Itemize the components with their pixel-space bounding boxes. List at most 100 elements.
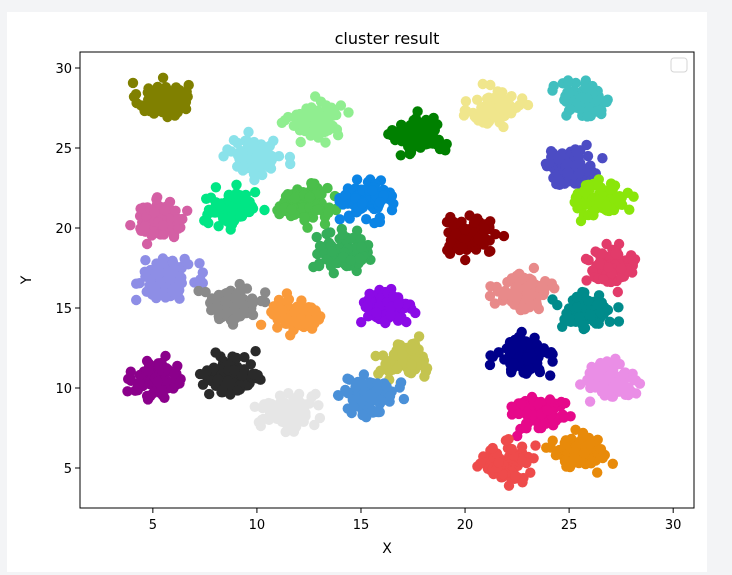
- data-point: [125, 372, 136, 383]
- x-tick-label: 5: [149, 518, 157, 533]
- plot-frame: [79, 51, 695, 509]
- data-point: [237, 308, 249, 319]
- data-point: [441, 138, 452, 150]
- data-point: [493, 347, 504, 358]
- data-point: [485, 245, 496, 257]
- data-point: [280, 426, 291, 438]
- data-point: [385, 301, 396, 313]
- data-point: [128, 91, 140, 103]
- data-point: [472, 94, 483, 106]
- data-point: [199, 215, 210, 226]
- data-point: [562, 166, 574, 177]
- data-point: [591, 299, 603, 310]
- data-point: [200, 286, 211, 298]
- figure: 5 10 15 20 25 30 5 10 15 20 25 30 cluster result X …: [7, 12, 707, 572]
- data-point: [457, 242, 468, 253]
- data-point: [197, 267, 208, 278]
- data-point: [577, 427, 589, 439]
- data-point: [429, 125, 440, 136]
- data-point: [238, 152, 249, 163]
- data-point: [508, 338, 520, 349]
- data-point: [490, 229, 501, 240]
- data-point: [575, 379, 586, 390]
- data-point: [468, 217, 480, 228]
- data-point: [135, 203, 146, 214]
- data-point: [150, 284, 161, 296]
- data-point: [528, 262, 540, 274]
- data-point: [584, 396, 596, 407]
- data-point: [623, 382, 634, 393]
- data-point: [592, 467, 603, 478]
- data-point: [286, 204, 297, 215]
- data-point: [559, 316, 571, 327]
- data-point: [569, 178, 581, 189]
- data-point: [479, 223, 490, 235]
- data-point: [342, 373, 353, 384]
- data-point: [348, 401, 359, 412]
- cluster-30: [472, 434, 541, 491]
- data-point: [154, 259, 166, 271]
- data-point: [499, 290, 510, 301]
- data-point: [598, 381, 609, 392]
- data-point: [630, 388, 642, 399]
- data-point: [255, 319, 267, 330]
- data-point: [364, 288, 375, 299]
- data-point: [545, 146, 557, 157]
- data-point: [125, 220, 136, 231]
- data-point: [152, 376, 163, 387]
- data-point: [518, 272, 530, 283]
- data-point: [309, 305, 320, 316]
- data-point: [385, 129, 397, 141]
- data-point: [445, 211, 456, 223]
- data-point: [180, 96, 192, 108]
- data-point: [579, 322, 591, 334]
- data-point: [265, 156, 276, 168]
- data-point: [575, 215, 587, 227]
- data-point: [522, 288, 533, 299]
- y-tick-label: 15: [55, 302, 72, 317]
- cluster-29: [506, 391, 576, 442]
- y-tick-label: 5: [64, 462, 72, 477]
- data-point: [394, 382, 405, 393]
- cluster-2: [276, 91, 354, 148]
- data-point: [313, 400, 324, 411]
- data-point: [236, 298, 247, 309]
- data-point: [305, 127, 316, 138]
- data-point: [398, 393, 410, 405]
- y-tick-label: 25: [55, 142, 72, 157]
- data-point: [579, 187, 591, 198]
- data-point: [544, 394, 556, 405]
- data-point: [374, 197, 386, 208]
- data-point: [601, 96, 612, 108]
- data-point: [271, 307, 283, 319]
- data-point: [247, 368, 259, 380]
- data-point: [354, 253, 365, 264]
- data-point: [396, 119, 407, 131]
- data-point: [562, 75, 574, 86]
- data-point: [283, 388, 294, 399]
- data-point: [194, 258, 205, 269]
- data-point: [139, 221, 151, 232]
- data-point: [613, 238, 625, 250]
- data-point: [408, 115, 419, 126]
- data-point: [340, 189, 351, 201]
- data-point: [299, 212, 310, 223]
- data-point: [585, 309, 596, 321]
- data-point: [582, 150, 594, 162]
- data-point: [592, 371, 603, 382]
- data-point: [361, 214, 372, 225]
- data-point: [356, 198, 368, 209]
- data-point: [160, 350, 171, 362]
- data-point: [146, 89, 157, 101]
- data-point: [397, 356, 408, 367]
- cluster-24: [122, 350, 186, 405]
- data-point: [314, 240, 326, 252]
- data-point: [215, 200, 226, 212]
- cluster-9: [125, 192, 193, 250]
- data-point: [571, 291, 582, 303]
- data-point: [428, 112, 439, 124]
- data-point: [356, 317, 367, 328]
- cluster-26: [575, 353, 646, 407]
- data-point: [580, 82, 592, 94]
- data-point: [176, 277, 187, 289]
